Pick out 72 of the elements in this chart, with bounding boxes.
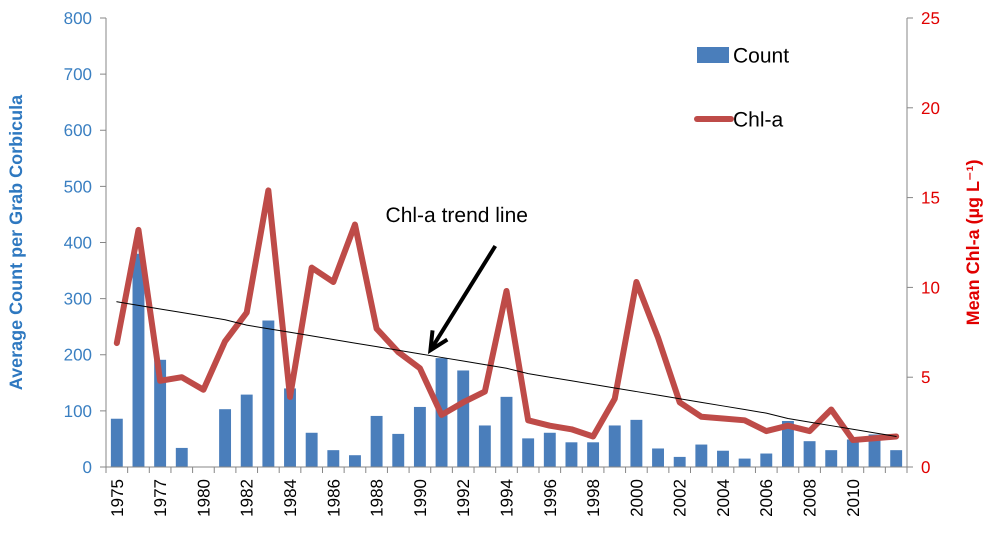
x-tick-label: 1982 — [238, 479, 257, 517]
y2-axis-title: Mean Chl-a (µg L⁻¹) — [963, 160, 983, 326]
bar — [457, 370, 470, 467]
bar — [110, 418, 123, 467]
x-tick-label: 2006 — [757, 479, 776, 517]
bar — [262, 320, 274, 467]
y2-tick-label: 0 — [921, 458, 930, 477]
bar — [630, 420, 642, 467]
y2-tick-label: 5 — [921, 368, 930, 388]
y-tick-label: 500 — [64, 177, 92, 196]
x-tick-label: 1996 — [540, 479, 560, 517]
y-tick-label: 400 — [64, 233, 92, 252]
y-tick-label: 0 — [82, 458, 92, 477]
y-tick-label: 300 — [64, 290, 92, 309]
bar — [587, 442, 600, 467]
bar — [349, 455, 361, 467]
legend-label: Count — [733, 44, 790, 68]
x-tick-label: 2008 — [800, 479, 820, 517]
bar — [327, 450, 340, 467]
bar — [804, 441, 816, 467]
x-tick-label: 1986 — [324, 479, 344, 517]
bar — [478, 425, 491, 467]
line-series — [116, 301, 897, 437]
bar — [392, 434, 404, 467]
y2-tick-label: 20 — [921, 98, 940, 118]
bar — [544, 432, 556, 467]
bar — [846, 440, 859, 467]
bar — [522, 438, 534, 467]
y-tick-label: 100 — [64, 402, 92, 421]
y-axis-title: Average Count per Grab Corbicula — [6, 94, 26, 390]
bar — [176, 448, 188, 467]
bar — [370, 416, 383, 467]
bar — [608, 425, 621, 467]
y-tick-label: 800 — [64, 8, 92, 28]
bar — [240, 394, 253, 467]
x-tick-label: 1998 — [584, 479, 604, 517]
x-tick-label: 2004 — [714, 479, 733, 517]
bar — [674, 456, 686, 467]
x-tick-label: 1990 — [410, 479, 430, 517]
bar — [132, 254, 144, 467]
bar — [760, 454, 772, 467]
x-tick-label: 1994 — [497, 479, 516, 517]
bar — [652, 448, 664, 467]
x-tick-label: 1975 — [108, 479, 127, 517]
x-tick-label: 2002 — [670, 479, 690, 517]
bar — [284, 388, 296, 467]
x-tick-label: 1980 — [194, 479, 214, 517]
bar — [414, 406, 426, 467]
bar — [890, 450, 902, 467]
bar — [500, 396, 512, 467]
x-tick-label: 1992 — [454, 479, 474, 517]
y-tick-label: 600 — [64, 121, 92, 140]
bar — [219, 409, 232, 467]
legend-label: Chl-a — [733, 108, 784, 132]
x-tick-label: 1977 — [151, 479, 170, 517]
bar — [306, 432, 318, 467]
y-tick-label: 700 — [64, 65, 92, 84]
annotation: Chl-a trend line — [386, 204, 528, 227]
y2-tick-label: 10 — [921, 278, 940, 298]
bar — [717, 450, 729, 467]
bar — [565, 442, 578, 467]
x-tick-label: 1984 — [280, 479, 300, 517]
bar — [738, 458, 751, 467]
x-tick-label: 2010 — [844, 479, 863, 517]
y2-tick-label: 25 — [921, 8, 940, 28]
bar — [825, 450, 838, 467]
bar — [695, 444, 708, 467]
bar — [436, 358, 448, 467]
y-tick-label: 200 — [64, 346, 92, 365]
x-tick-label: 1988 — [368, 479, 387, 517]
y2-tick-label: 15 — [921, 188, 940, 208]
x-tick-label: 2000 — [627, 479, 646, 517]
